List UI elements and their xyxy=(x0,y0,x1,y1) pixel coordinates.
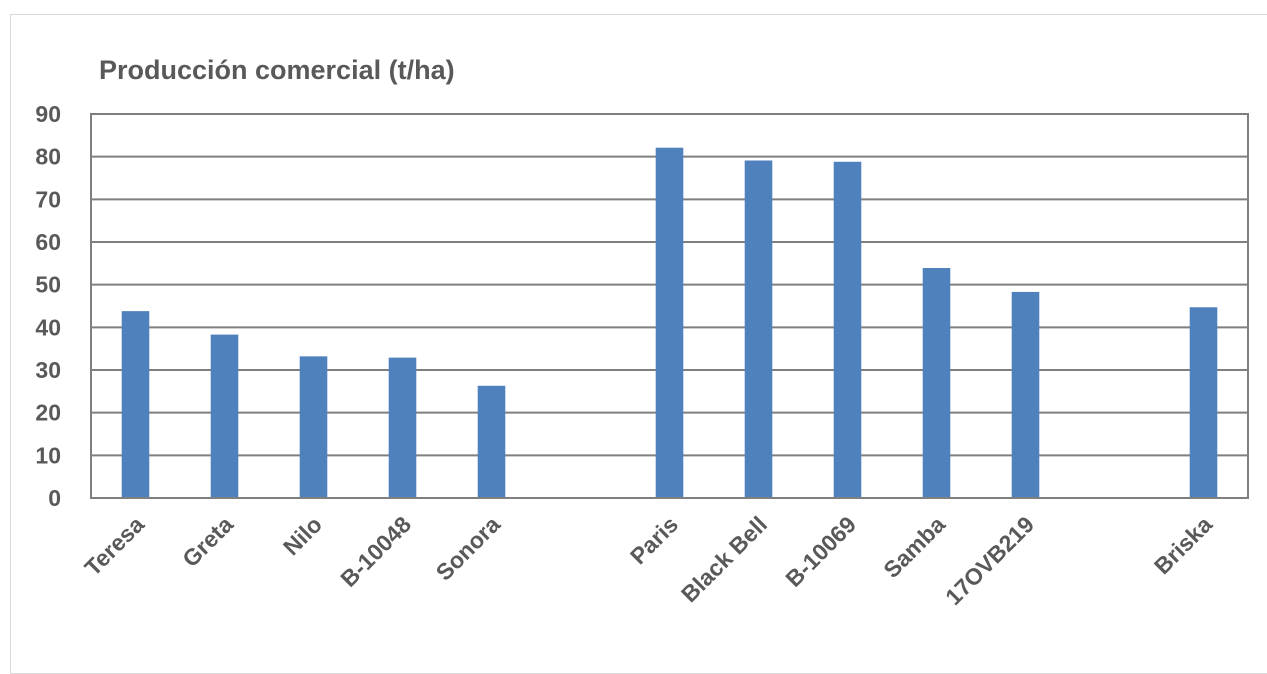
y-tick-label: 70 xyxy=(35,186,61,212)
x-category-label: B-10048 xyxy=(335,511,416,592)
bar xyxy=(121,311,150,498)
y-tick-label: 40 xyxy=(35,314,61,340)
chart-title: Producción comercial (t/ha) xyxy=(99,55,455,85)
y-tick-label: 90 xyxy=(35,101,61,127)
x-category-label: 17OVB219 xyxy=(940,511,1039,610)
plot-area-border xyxy=(90,113,1249,499)
x-category-label: Nilo xyxy=(278,511,327,560)
bar xyxy=(1011,291,1040,498)
x-category-label: Paris xyxy=(625,511,683,569)
bar xyxy=(1189,307,1218,498)
y-tick-label: 30 xyxy=(35,357,61,383)
x-category-label: B-10069 xyxy=(780,511,861,592)
x-category-label: Teresa xyxy=(79,511,149,581)
y-tick-label: 10 xyxy=(35,442,61,468)
x-category-label: Sonora xyxy=(431,511,506,586)
y-axis-ticks: 0 10 20 30 40 50 60 70 80 90 xyxy=(35,101,61,511)
y-tick-label: 50 xyxy=(35,272,61,298)
x-category-label: Greta xyxy=(177,511,238,572)
bar xyxy=(299,356,328,498)
y-tick-label: 60 xyxy=(35,229,61,255)
bar xyxy=(922,268,951,498)
bar xyxy=(388,357,417,498)
bar xyxy=(477,385,506,498)
bar xyxy=(655,147,684,498)
y-tick-label: 80 xyxy=(35,144,61,170)
bar xyxy=(833,161,862,498)
bar xyxy=(744,160,773,499)
x-category-label: Briska xyxy=(1149,511,1217,579)
x-category-label: Black Bell xyxy=(676,511,772,607)
bar xyxy=(210,334,239,498)
x-category-label: Samba xyxy=(878,511,950,583)
bars xyxy=(121,147,1218,499)
y-tick-label: 20 xyxy=(35,400,61,426)
y-tick-label: 0 xyxy=(48,485,61,511)
